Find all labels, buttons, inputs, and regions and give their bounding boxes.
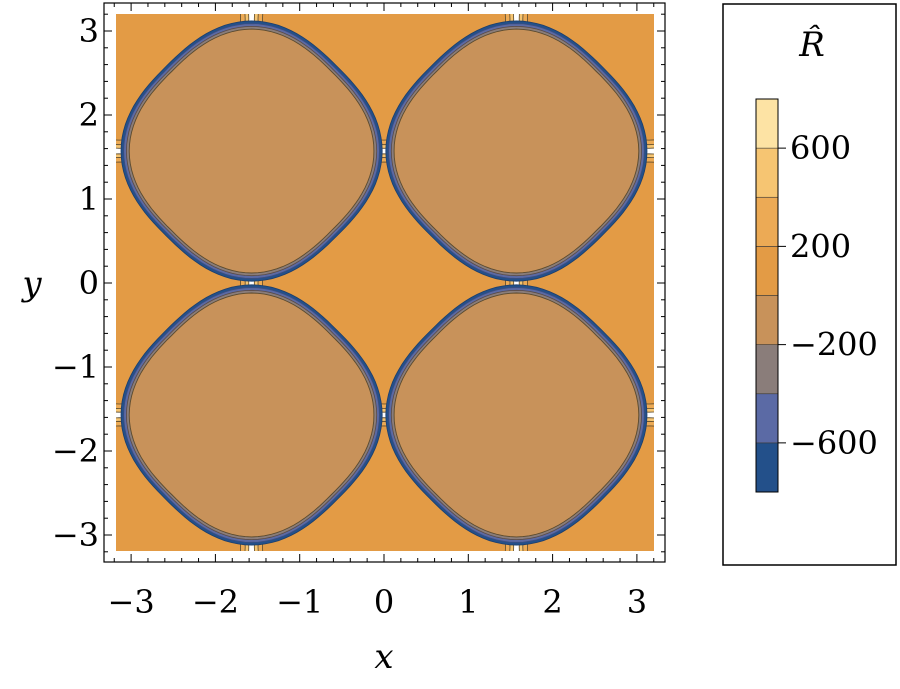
colorbar-swatch — [755, 98, 779, 149]
colorbar-swatch — [755, 295, 779, 345]
y-tick-label: −3 — [52, 516, 99, 554]
colorbar-title: R̂ — [798, 24, 825, 65]
negative-region — [385, 284, 648, 546]
colorbar-tick-label: 600 — [790, 129, 851, 167]
colorbar-swatch — [755, 147, 779, 198]
y-tick-label: −2 — [52, 432, 99, 470]
colorbar-tick-label: 200 — [790, 227, 851, 265]
negative-region — [120, 20, 383, 282]
colorbar-tick-label: −600 — [790, 424, 878, 462]
y-tick-label: 2 — [79, 96, 99, 134]
y-tick-label: 3 — [79, 12, 99, 50]
contour-plot-area — [116, 14, 654, 551]
y-tick-label: −1 — [52, 348, 99, 386]
x-tick-label: 1 — [458, 583, 478, 621]
colorbar-swatch — [755, 344, 779, 395]
y-axis-label: y — [20, 264, 42, 304]
x-tick-label: 0 — [374, 583, 394, 621]
y-tick-label: 1 — [79, 180, 99, 218]
y-tick-label: 0 — [79, 264, 99, 302]
x-tick-label: −3 — [108, 583, 155, 621]
colorbar-swatch — [755, 442, 779, 493]
axis-ticks: −3 −2 −1 0 1 2 3 3 2 1 0 −1 −2 −3 — [52, 3, 665, 621]
x-tick-label: −2 — [192, 583, 239, 621]
colorbar-swatch — [755, 196, 779, 247]
x-axis-label: x — [374, 637, 393, 677]
negative-region — [385, 20, 648, 282]
x-tick-label: −1 — [276, 583, 323, 621]
colorbar-tick-label: −200 — [790, 326, 878, 364]
legend-box — [722, 3, 897, 566]
colorbar-swatch — [755, 246, 779, 296]
colorbar-swatch — [755, 393, 779, 444]
colorbar: 600 200 −200 −600 — [755, 98, 878, 493]
x-tick-label: 2 — [542, 583, 562, 621]
negative-region — [120, 284, 383, 546]
x-tick-label: 3 — [627, 583, 647, 621]
